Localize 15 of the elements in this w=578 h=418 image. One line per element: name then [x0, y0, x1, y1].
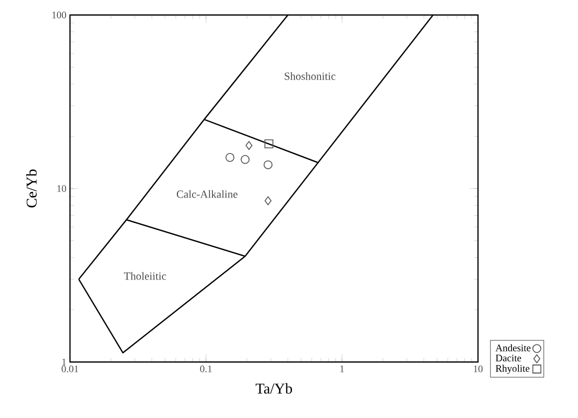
annotation: Shoshonitic: [284, 72, 336, 80]
x-tick-label: 1: [340, 366, 344, 372]
annotation: Calc-Alkaline: [176, 190, 238, 198]
x-axis-title: Ta/Yb: [256, 383, 292, 394]
annotation: Tholeiitic: [124, 272, 166, 280]
y-tick-label: 100: [52, 12, 66, 18]
legend-label: Dacite: [496, 354, 522, 362]
legend-label: Rhyolite: [496, 364, 530, 374]
y-tick-label: 10: [57, 185, 66, 192]
x-tick-label: 0.1: [200, 366, 212, 372]
x-tick-label: 0.01: [62, 366, 78, 372]
y-tick-label: 1: [62, 358, 66, 366]
legend-label: Andesite: [496, 344, 530, 352]
y-axis-title: Ce/Yb: [26, 170, 37, 208]
x-tick-label: 10: [474, 366, 483, 372]
